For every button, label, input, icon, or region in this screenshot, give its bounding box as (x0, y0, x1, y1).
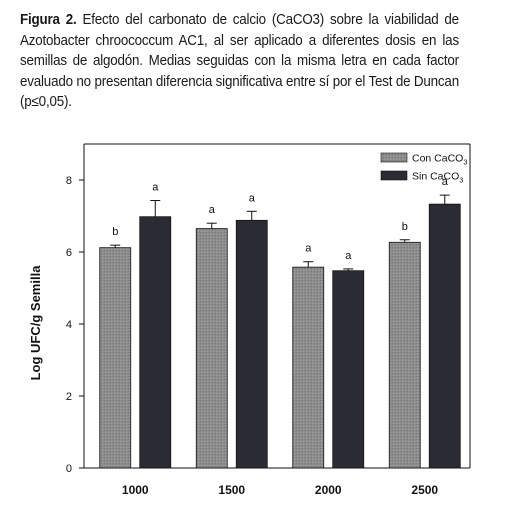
legend-label: Con CaCO3 (412, 153, 468, 167)
caption-label: Figura 2. (20, 12, 77, 28)
significance-letter: a (305, 243, 312, 255)
legend-swatch (380, 170, 408, 181)
x-tick-label: 1500 (218, 483, 245, 497)
bar (428, 203, 461, 469)
bar (195, 228, 228, 469)
bars-group: b a a a a a b a (99, 176, 461, 469)
y-axis-ticks: 0 2 4 6 8 (66, 175, 84, 475)
y-tick-label: 6 (66, 247, 72, 259)
significance-letter: a (249, 192, 256, 204)
y-tick-label: 4 (66, 319, 72, 331)
x-axis-ticks: 1000 1500 2000 2500 (122, 483, 439, 497)
legend-label: Sin CaCO3 (412, 171, 463, 185)
y-axis-label: Log UFC/g Semilla (28, 265, 43, 381)
bar (99, 247, 132, 469)
significance-letter: a (345, 250, 352, 262)
legend-swatch (380, 152, 408, 163)
legend: Con CaCO3 Sin CaCO3 (380, 152, 468, 185)
significance-letter: a (209, 204, 216, 216)
y-tick-label: 8 (66, 175, 72, 187)
bar (388, 241, 421, 469)
significance-letter: a (152, 182, 159, 194)
bar (332, 270, 365, 469)
y-tick-label: 0 (66, 463, 72, 475)
figure-caption: Figura 2. Efecto del carbonato de calcio… (20, 10, 459, 113)
x-tick-label: 2000 (315, 483, 342, 497)
bar (292, 266, 325, 469)
caption-text: Efecto del carbonato de calcio (CaCO3) s… (20, 12, 459, 110)
bar (235, 219, 268, 469)
bar (139, 216, 172, 469)
significance-letter: b (402, 221, 408, 233)
x-tick-label: 1000 (122, 483, 149, 497)
significance-letter: b (112, 226, 118, 238)
x-tick-label: 2500 (411, 483, 438, 497)
significance-letter: a (442, 176, 449, 188)
y-tick-label: 2 (66, 391, 72, 403)
